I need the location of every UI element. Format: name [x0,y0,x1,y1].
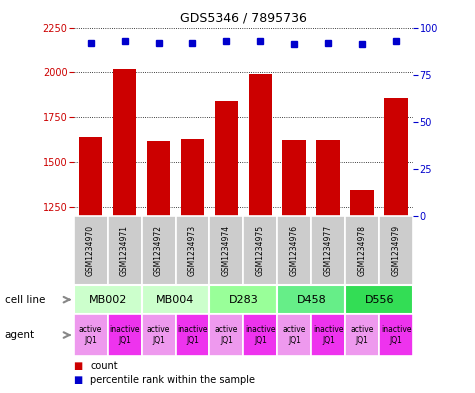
Text: inactive
JQ1: inactive JQ1 [109,325,140,345]
Bar [142,285,209,314]
Bar [74,314,107,356]
Bar [215,101,238,216]
Text: inactive
JQ1: inactive JQ1 [381,325,411,345]
Text: GSM1234970: GSM1234970 [86,225,95,276]
Bar [79,137,103,216]
Text: GSM1234971: GSM1234971 [120,225,129,276]
Text: GSM1234978: GSM1234978 [358,225,367,276]
Bar [142,314,176,356]
Bar [113,69,136,216]
Text: percentile rank within the sample: percentile rank within the sample [90,375,255,385]
Text: cell line: cell line [5,295,45,305]
Text: GSM1234972: GSM1234972 [154,225,163,276]
Bar [107,216,142,285]
Text: GSM1234975: GSM1234975 [256,225,265,276]
Text: inactive
JQ1: inactive JQ1 [245,325,275,345]
Bar [180,139,204,216]
Bar [243,314,277,356]
Text: inactive
JQ1: inactive JQ1 [313,325,343,345]
Bar [283,140,306,216]
Text: active
JQ1: active JQ1 [215,325,238,345]
Text: agent: agent [5,330,35,340]
Text: active
JQ1: active JQ1 [79,325,102,345]
Bar [351,190,374,216]
Bar [147,141,171,216]
Bar [345,285,413,314]
Text: GSM1234979: GSM1234979 [392,225,401,276]
Text: active
JQ1: active JQ1 [147,325,170,345]
Bar [277,216,311,285]
Bar [379,314,413,356]
Bar [277,314,311,356]
Text: active
JQ1: active JQ1 [351,325,374,345]
Bar [209,216,243,285]
Text: D283: D283 [228,295,258,305]
Bar [277,285,345,314]
Bar [209,285,277,314]
Text: GSM1234973: GSM1234973 [188,225,197,276]
Bar [74,285,142,314]
Text: GSM1234977: GSM1234977 [324,225,333,276]
Text: D556: D556 [364,295,394,305]
Bar [312,314,345,356]
Text: D458: D458 [296,295,326,305]
Bar [74,216,107,285]
Bar [142,216,176,285]
Bar [107,314,142,356]
Bar [316,140,340,216]
Text: ■: ■ [74,375,83,385]
Text: inactive
JQ1: inactive JQ1 [177,325,208,345]
Text: ■: ■ [74,361,83,371]
Bar [379,216,413,285]
Bar [243,216,277,285]
Text: GSM1234974: GSM1234974 [222,225,231,276]
Text: count: count [90,361,118,371]
Bar [345,314,379,356]
Text: active
JQ1: active JQ1 [283,325,306,345]
Text: MB004: MB004 [156,295,195,305]
Bar [248,74,272,216]
Bar [176,314,209,356]
Bar [345,216,379,285]
Bar [176,216,209,285]
Text: MB002: MB002 [88,295,127,305]
Text: GSM1234976: GSM1234976 [290,225,299,276]
Bar [384,99,408,216]
Bar [209,314,243,356]
Bar [312,216,345,285]
Title: GDS5346 / 7895736: GDS5346 / 7895736 [180,12,307,25]
